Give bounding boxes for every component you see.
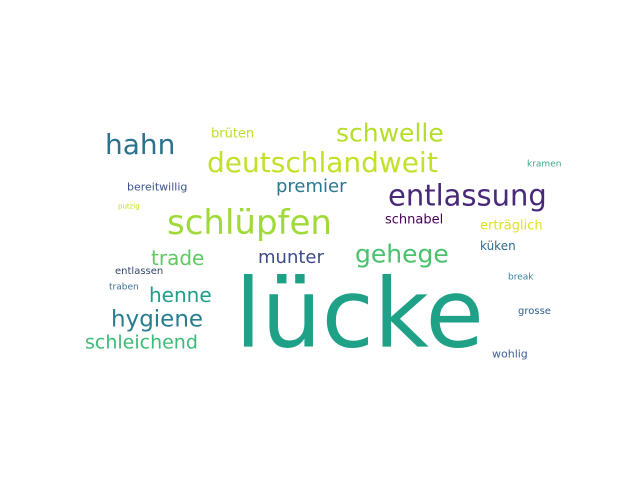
word-hygiene: hygiene: [111, 306, 204, 333]
word-premier: premier: [276, 176, 347, 197]
word-henne: henne: [149, 283, 212, 307]
word-schleichend: schleichend: [85, 331, 198, 354]
word-kramen: kramen: [527, 159, 562, 170]
word-bruten: brüten: [211, 126, 255, 142]
word-bereitwillig: bereitwillig: [127, 180, 188, 194]
word-grosse: grosse: [518, 306, 551, 317]
word-schwelle: schwelle: [336, 118, 444, 148]
word-schlupfen: schlüpfen: [167, 203, 332, 243]
word-deutschlandweit: deutschlandweit: [207, 146, 438, 179]
word-putzig: putzig: [118, 202, 140, 211]
word-entlassung: entlassung: [388, 178, 547, 213]
word-trade: trade: [151, 246, 205, 270]
word-traben: traben: [109, 282, 139, 293]
word-munter: munter: [258, 247, 324, 268]
word-break: break: [508, 272, 534, 283]
word-ertraglich: erträglich: [480, 218, 543, 234]
word-lucke: lücke: [235, 259, 484, 370]
word-kuken: küken: [480, 239, 516, 253]
word-entlassen: entlassen: [115, 266, 164, 277]
word-gehege: gehege: [355, 239, 449, 269]
word-hahn: hahn: [105, 128, 176, 161]
word-wohlig: wohlig: [492, 347, 528, 361]
word-schnabel: schnabel: [385, 212, 444, 228]
